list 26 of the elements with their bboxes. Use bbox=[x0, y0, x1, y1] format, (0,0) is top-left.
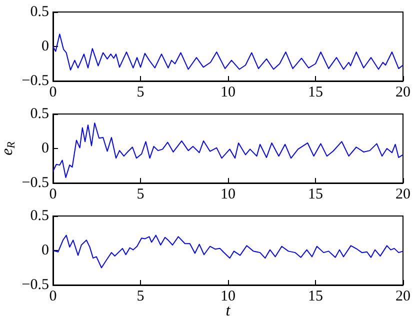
x-tick-label: 5 bbox=[136, 84, 144, 100]
y-axis-title: eR bbox=[0, 141, 18, 156]
y-tick-label: −0.5 bbox=[22, 73, 49, 89]
y-tick-label: 0.5 bbox=[30, 208, 49, 224]
y-tick-label: 0 bbox=[42, 38, 49, 54]
x-tick-label: 20 bbox=[396, 288, 410, 304]
x-tick-label: 15 bbox=[308, 186, 323, 202]
x-axis-title: t bbox=[226, 302, 231, 320]
x-tick-label: 20 bbox=[396, 84, 410, 100]
y-tick-label: 0 bbox=[42, 242, 49, 258]
x-tick-label: 5 bbox=[136, 186, 144, 202]
x-tick-label: 15 bbox=[308, 288, 323, 304]
line-series bbox=[52, 234, 404, 268]
x-tick-label: 20 bbox=[396, 186, 410, 202]
line-series bbox=[52, 34, 404, 70]
y-tick-label: 0 bbox=[42, 140, 49, 156]
x-tick-label: 10 bbox=[220, 288, 236, 304]
x-tick-label: 10 bbox=[220, 84, 236, 100]
x-tick-label: 5 bbox=[136, 288, 144, 304]
y-tick-label: −0.5 bbox=[22, 277, 49, 293]
x-tick-label: 15 bbox=[308, 84, 323, 100]
y-tick-label: 0.5 bbox=[30, 4, 49, 20]
y-tick-label: −0.5 bbox=[22, 175, 49, 191]
line-series bbox=[52, 122, 404, 178]
y-tick-label: 0.5 bbox=[30, 106, 49, 122]
x-tick-label: 10 bbox=[220, 186, 236, 202]
